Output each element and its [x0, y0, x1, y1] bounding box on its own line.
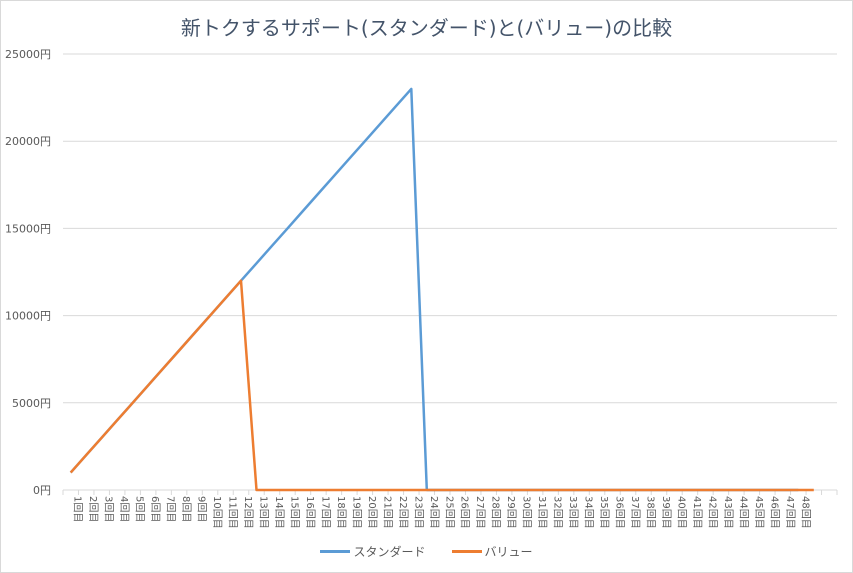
x-tick-label: 24回目: [428, 496, 440, 529]
y-tick-label: 25000円: [5, 48, 51, 61]
x-tick-label: 8回目: [180, 496, 192, 522]
x-tick-label: 13回目: [258, 496, 270, 529]
x-tick-label: 29回目: [505, 496, 517, 529]
x-tick-label: 1回目: [72, 496, 84, 522]
x-tick-label: 41回目: [691, 496, 703, 529]
x-tick-label: 48回目: [799, 496, 811, 529]
x-tick-label: 42回目: [706, 496, 718, 529]
x-tick-label: 35回目: [598, 496, 610, 529]
x-tick-label: 34回目: [583, 496, 595, 529]
legend-swatch-value: [451, 550, 482, 553]
x-tick-label: 43回目: [722, 496, 734, 529]
series-line: [69, 279, 814, 492]
x-tick-label: 17回目: [319, 496, 331, 529]
x-tick-label: 33回目: [567, 496, 579, 529]
x-tick-label: 3回目: [103, 496, 115, 522]
x-tick-label: 11回目: [227, 496, 239, 529]
x-tick-label: 6回目: [149, 496, 161, 522]
x-tick-label: 19回目: [350, 496, 362, 529]
x-tick-label: 7回目: [165, 496, 177, 522]
x-tick-label: 15回目: [288, 496, 300, 529]
x-tick-label: 39回目: [660, 496, 672, 529]
series-line: [69, 87, 799, 492]
x-tick-label: 21回目: [381, 496, 393, 529]
x-tick-label: 26回目: [459, 496, 471, 529]
legend-item-value[interactable]: バリュー: [451, 543, 533, 560]
legend-label-standard: スタンダード: [353, 545, 426, 559]
y-tick-label: 10000円: [5, 310, 51, 323]
legend-item-standard[interactable]: スタンダード: [320, 543, 426, 560]
y-tick-label: 0円: [33, 484, 51, 497]
legend: スタンダード バリュー: [0, 543, 853, 560]
x-tick-label: 25回目: [443, 496, 455, 529]
x-tick-label: 30回目: [521, 496, 533, 529]
legend-swatch-standard: [320, 550, 351, 553]
x-tick-label: 2回目: [87, 496, 99, 522]
x-tick-label: 44回目: [737, 496, 749, 529]
y-tick-label: 20000円: [5, 135, 51, 148]
x-tick-label: 5回目: [134, 496, 146, 522]
x-tick-label: 16回目: [304, 496, 316, 529]
x-tick-label: 38回目: [645, 496, 657, 529]
chart-title: 新トクするサポート(スタンダード)と(バリュー)の比較: [180, 16, 673, 40]
x-tick-label: 28回目: [490, 496, 502, 529]
x-tick-label: 14回目: [273, 496, 285, 529]
y-tick-label: 15000円: [5, 222, 51, 235]
x-tick-label: 9回目: [196, 496, 208, 522]
x-tick-label: 45回目: [753, 496, 765, 529]
x-tick-label: 31回目: [536, 496, 548, 529]
x-tick-label: 10回目: [211, 496, 223, 529]
x-tick-label: 27回目: [474, 496, 486, 529]
x-tick-label: 46回目: [768, 496, 780, 529]
x-tick-label: 20回目: [366, 496, 378, 529]
x-tick-label: 4回目: [118, 496, 130, 522]
x-tick-label: 37回目: [629, 496, 641, 529]
x-tick-label: 47回目: [784, 496, 796, 529]
y-tick-label: 5000円: [12, 397, 51, 410]
x-tick-label: 18回目: [335, 496, 347, 529]
x-tick-label: 32回目: [552, 496, 564, 529]
x-tick-label: 40回目: [675, 496, 687, 529]
legend-label-value: バリュー: [484, 545, 533, 559]
x-tick-label: 22回目: [397, 496, 409, 529]
x-tick-label: 36回目: [614, 496, 626, 529]
x-tick-label: 23回目: [412, 496, 424, 529]
x-tick-label: 12回目: [242, 496, 254, 529]
